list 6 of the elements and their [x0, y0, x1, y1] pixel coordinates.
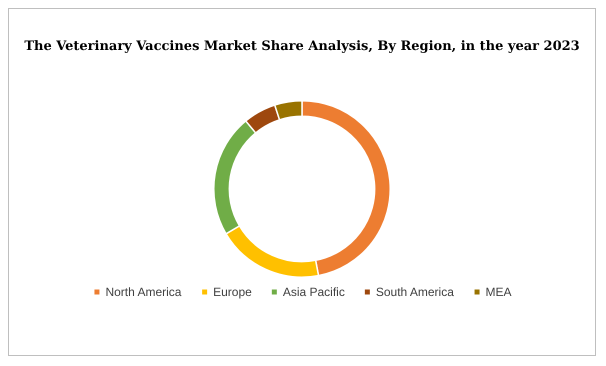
legend-label: Europe — [213, 285, 252, 299]
chart-title: The Veterinary Vaccines Market Share Analysis, By Region, in the year 2023 — [24, 39, 580, 54]
legend-label: Asia Pacific — [282, 285, 345, 299]
legend-label: MEA — [486, 285, 512, 299]
legend-label: South America — [376, 285, 454, 299]
legend-label: North America — [105, 285, 182, 299]
